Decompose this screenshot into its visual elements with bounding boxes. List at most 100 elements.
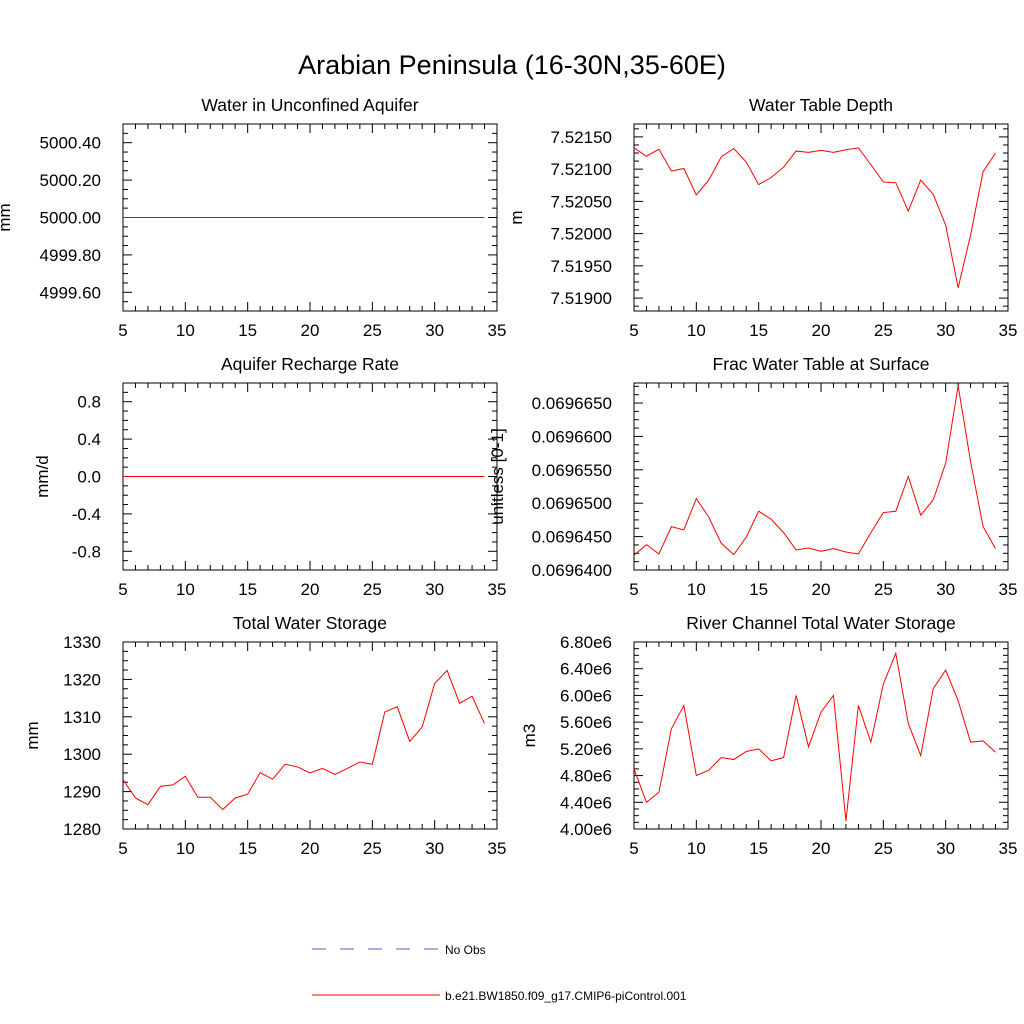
y-tick-label: 5000.40 — [40, 134, 101, 153]
y-tick-label: 5000.00 — [40, 209, 101, 228]
legend-label-model-run: b.e21.BW1850.f09_g17.CMIP6-piControl.001 — [445, 989, 687, 1003]
x-tick-label: 35 — [488, 321, 507, 340]
y-tick-label: 0.0696450 — [532, 528, 612, 547]
x-tick-label: 15 — [238, 321, 257, 340]
y-tick-label: 7.52100 — [551, 160, 612, 179]
y-tick-label: 7.52050 — [551, 192, 612, 211]
y-axis-label: mm — [0, 203, 14, 231]
x-tick-label: 5 — [629, 839, 638, 858]
x-tick-label: 10 — [687, 580, 706, 599]
chart-frac-water-table: Frac Water Table at Surface unitless [0-1… — [488, 354, 1017, 599]
x-tick-label: 20 — [301, 839, 320, 858]
y-tick-label: 5000.20 — [40, 171, 101, 190]
chart-title: Aquifer Recharge Rate — [221, 354, 399, 374]
y-tick-label: 4.80e6 — [560, 767, 612, 786]
chart-title: Frac Water Table at Surface — [713, 354, 930, 374]
chart-title: River Channel Total Water Storage — [686, 613, 955, 633]
x-tick-label: 15 — [749, 839, 768, 858]
x-tick-label: 35 — [488, 839, 507, 858]
x-tick-label: 25 — [874, 321, 893, 340]
chart-recharge-rate: Aquifer Recharge Rate mm/d 5 10 15 20 25 30 35 -0… — [33, 354, 506, 599]
legend-label-no-obs: No Obs — [445, 943, 486, 957]
x-tick-label: 10 — [687, 839, 706, 858]
x-tick-label: 5 — [118, 839, 127, 858]
x-tick-label: 5 — [629, 580, 638, 599]
plot-frame — [633, 641, 1009, 830]
y-tick-label: 0.0696650 — [532, 394, 612, 413]
x-tick-label: 35 — [999, 321, 1018, 340]
y-tick-label: 1310 — [63, 708, 101, 727]
chart-unconfined-aquifer: Water in Unconfined Aquifer mm 5 10 15 20 25 30… — [0, 95, 506, 340]
panels-group: Water in Unconfined Aquifer mm 5 10 15 20 25 30… — [0, 95, 1017, 858]
y-tick-label: 0.0696600 — [532, 427, 612, 446]
plot-frame — [633, 123, 1009, 312]
x-tick-label: 35 — [999, 839, 1018, 858]
y-tick-label: 0.0 — [77, 468, 101, 487]
series-line-0 — [633, 147, 996, 288]
y-tick-label: 4999.60 — [40, 283, 101, 302]
chart-title: Total Water Storage — [233, 613, 387, 633]
figure-title: Arabian Peninsula (16-30N,35-60E) — [298, 50, 726, 80]
x-tick-label: 15 — [749, 580, 768, 599]
x-tick-label: 25 — [363, 580, 382, 599]
y-axis-label: unitless [0-1] — [488, 428, 507, 524]
y-tick-label: 1320 — [63, 670, 101, 689]
y-tick-label: 6.80e6 — [560, 633, 612, 652]
x-tick-label: 20 — [301, 580, 320, 599]
y-tick-label: 4999.80 — [40, 246, 101, 265]
y-axis-label: m — [507, 210, 526, 224]
y-tick-label: 1330 — [63, 633, 101, 652]
plot-frame — [633, 382, 1009, 571]
y-tick-label: 0.4 — [77, 430, 101, 449]
y-axis-label: mm/d — [33, 455, 52, 498]
x-tick-label: 30 — [425, 580, 444, 599]
y-tick-label: 0.0696550 — [532, 461, 612, 480]
y-tick-label: -0.8 — [72, 542, 101, 561]
y-axis-label: m3 — [520, 724, 539, 748]
y-tick-label: 7.51950 — [551, 257, 612, 276]
x-tick-label: 20 — [812, 580, 831, 599]
y-tick-label: 0.0696500 — [532, 494, 612, 513]
y-tick-label: 7.52000 — [551, 225, 612, 244]
x-tick-label: 30 — [936, 321, 955, 340]
legend: No Obs b.e21.BW1850.f09_g17.CMIP6-piCont… — [312, 943, 687, 1003]
y-tick-label: 0.8 — [77, 393, 101, 412]
x-tick-label: 15 — [238, 839, 257, 858]
x-tick-label: 10 — [176, 839, 195, 858]
x-tick-label: 25 — [874, 839, 893, 858]
chart-water-table-depth: Water Table Depth m 5 10 15 20 25 30 35 7.51900 7.… — [507, 95, 1017, 340]
y-tick-label: 4.40e6 — [560, 793, 612, 812]
y-tick-label: 4.00e6 — [560, 820, 612, 839]
x-tick-label: 15 — [749, 321, 768, 340]
y-tick-label: 1280 — [63, 820, 101, 839]
y-tick-label: -0.4 — [72, 505, 101, 524]
chart-title: Water in Unconfined Aquifer — [201, 95, 418, 115]
y-tick-label: 6.40e6 — [560, 660, 612, 679]
y-tick-label: 1300 — [63, 745, 101, 764]
x-tick-label: 5 — [118, 321, 127, 340]
x-tick-label: 30 — [936, 580, 955, 599]
x-tick-label: 25 — [363, 321, 382, 340]
y-tick-label: 6.00e6 — [560, 686, 612, 705]
y-tick-label: 0.0696400 — [532, 561, 612, 580]
y-tick-label: 5.60e6 — [560, 713, 612, 732]
x-tick-label: 30 — [425, 321, 444, 340]
chart-title: Water Table Depth — [749, 95, 893, 115]
series-line-0 — [633, 651, 996, 822]
x-tick-label: 35 — [488, 580, 507, 599]
x-tick-label: 20 — [812, 321, 831, 340]
x-tick-label: 5 — [118, 580, 127, 599]
x-tick-label: 10 — [687, 321, 706, 340]
y-tick-label: 5.20e6 — [560, 740, 612, 759]
plot-frame — [122, 641, 498, 830]
series-line-0 — [633, 385, 996, 556]
y-axis-label: mm — [23, 721, 42, 749]
chart-river-channel-storage: River Channel Total Water Storage m3 5 10 15… — [520, 613, 1017, 858]
chart-total-water-storage: Total Water Storage mm 5 10 15 20 25 30 35 1280 12… — [23, 613, 506, 858]
x-tick-label: 30 — [936, 839, 955, 858]
x-tick-label: 10 — [176, 321, 195, 340]
x-tick-label: 20 — [812, 839, 831, 858]
x-tick-label: 5 — [629, 321, 638, 340]
x-tick-label: 20 — [301, 321, 320, 340]
